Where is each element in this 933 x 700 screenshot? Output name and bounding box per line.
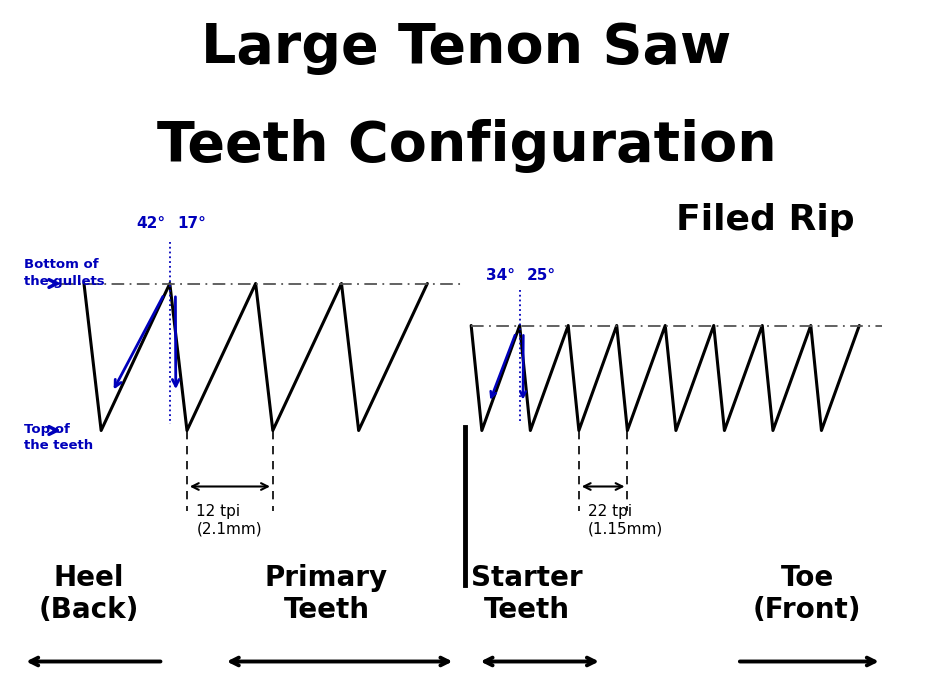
Text: 34°: 34° [486,269,515,284]
Text: Starter
Teeth: Starter Teeth [471,564,583,624]
Text: 42°: 42° [136,216,165,231]
Text: Large Tenon Saw: Large Tenon Saw [202,21,731,75]
Text: Heel
(Back): Heel (Back) [38,564,139,624]
Text: Primary
Teeth: Primary Teeth [265,564,388,624]
Text: 17°: 17° [177,216,206,231]
Text: Toe
(Front): Toe (Front) [753,564,861,624]
Text: Top of
the teeth: Top of the teeth [24,423,93,452]
Text: Filed Rip: Filed Rip [675,203,855,237]
Text: Teeth Configuration: Teeth Configuration [157,119,776,173]
Text: 25°: 25° [527,269,556,284]
Text: Bottom of
the gullets: Bottom of the gullets [24,258,104,288]
Text: 22 tpi
(1.15mm): 22 tpi (1.15mm) [588,504,663,536]
Text: 12 tpi
(2.1mm): 12 tpi (2.1mm) [196,504,262,536]
